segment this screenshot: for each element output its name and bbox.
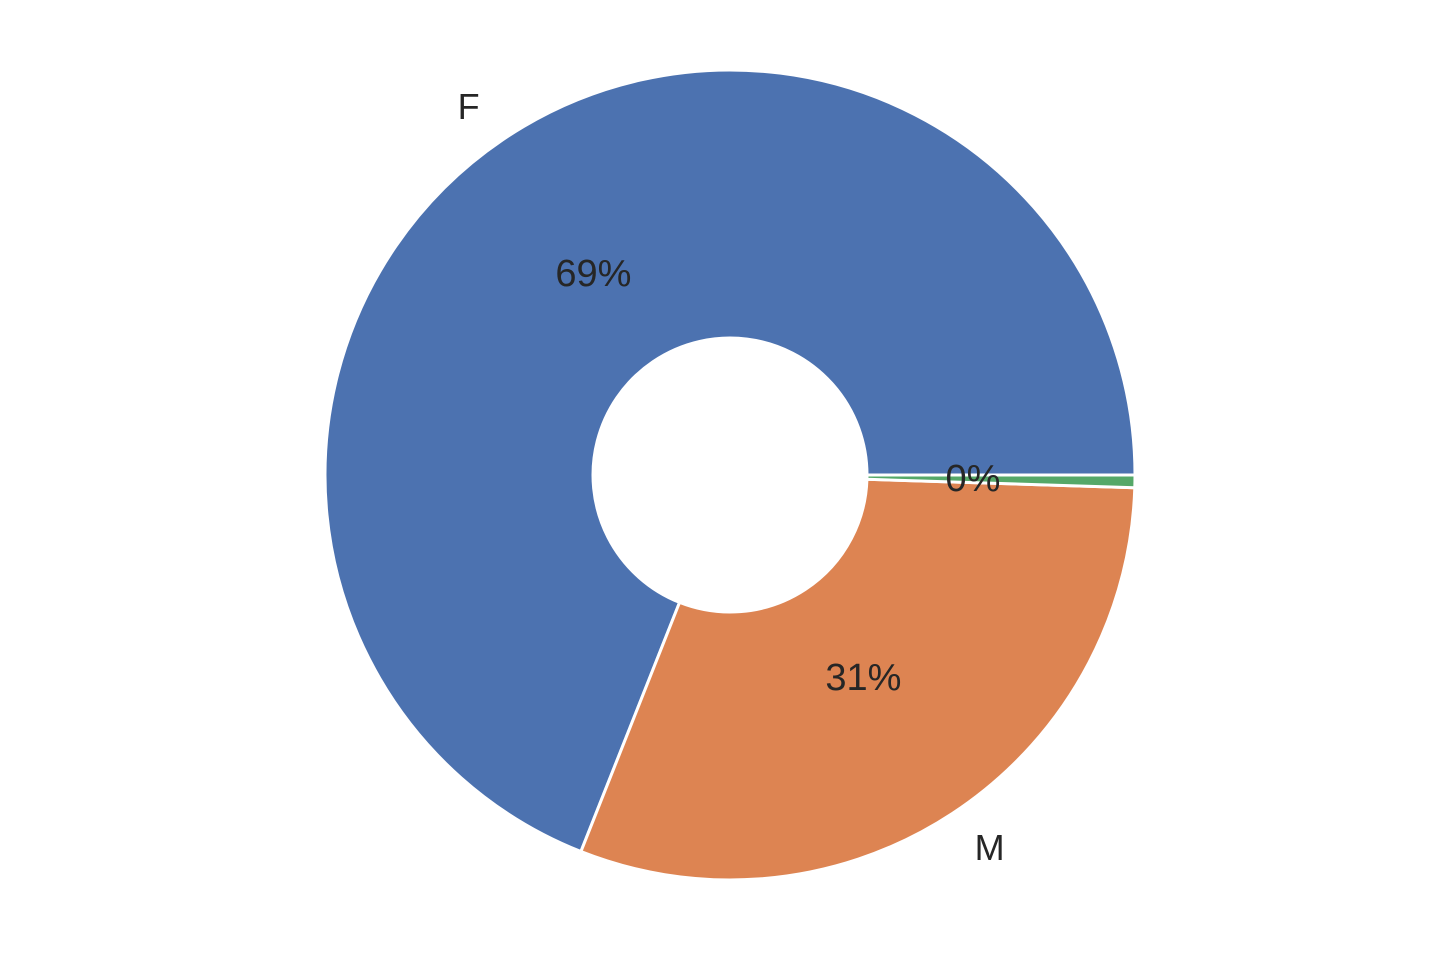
wedge-m <box>579 477 1137 882</box>
labels-group: F 69% M 31% 0% <box>458 86 1005 868</box>
wedge-f <box>323 68 1137 854</box>
wedges-group <box>323 68 1137 882</box>
category-label-m: M <box>975 827 1005 868</box>
category-label-f: F <box>458 86 480 127</box>
percent-label-1: 31% <box>825 657 901 699</box>
wedge-unlabeled <box>865 473 1137 490</box>
percent-label-0: 69% <box>555 253 631 295</box>
percent-label-2: 0% <box>946 458 1001 500</box>
